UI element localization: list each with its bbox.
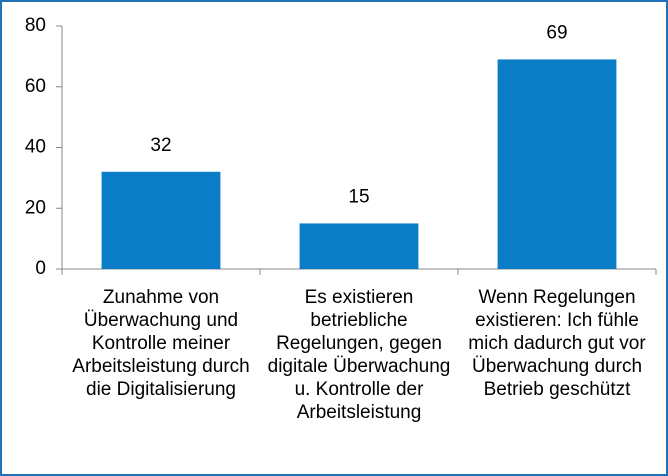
bar: [299, 223, 419, 269]
bar: [101, 171, 221, 269]
x-tick-label: Es existieren betriebliche Regelungen, g…: [267, 287, 451, 423]
bar: [497, 59, 617, 269]
y-tick-label: 20: [25, 197, 46, 218]
y-tick-label: 0: [35, 258, 46, 279]
data-label: 32: [150, 135, 171, 156]
data-label: 69: [546, 22, 567, 43]
y-tick-label: 60: [25, 76, 46, 97]
y-tick-label: 40: [25, 137, 46, 158]
x-tick-label: Zunahme von Überwachung und Kontrolle me…: [72, 287, 250, 400]
data-label: 15: [348, 186, 369, 207]
x-tick-label: Wenn Regelungen existieren: Ich fühle mi…: [468, 287, 646, 400]
y-tick-label: 80: [25, 15, 46, 36]
